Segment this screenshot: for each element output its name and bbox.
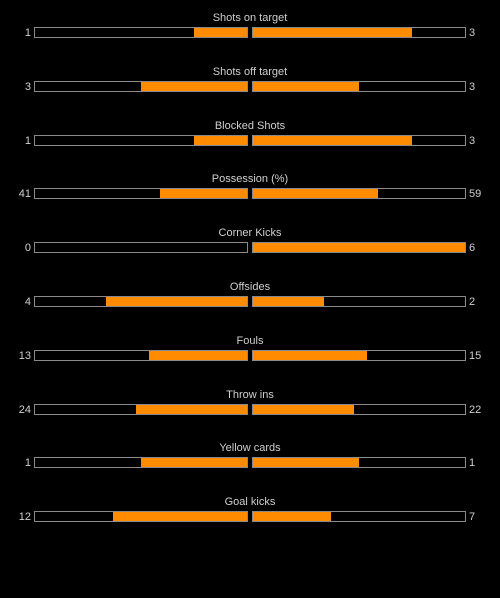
away-value: 3 <box>469 134 476 147</box>
away-bar <box>252 511 466 523</box>
home-bar-fill <box>148 350 247 360</box>
away-bar-fill <box>253 28 412 37</box>
away-bar-fill <box>253 135 412 145</box>
stat-label: Goal kicks <box>224 496 276 509</box>
home-value: 13 <box>18 349 31 362</box>
home-value: 0 <box>24 242 31 255</box>
away-value: 1 <box>469 457 476 470</box>
home-bar <box>34 27 248 38</box>
home-bar <box>34 511 248 523</box>
home-value: 41 <box>18 188 31 201</box>
home-bar <box>34 349 248 361</box>
home-bar-fill <box>194 135 247 145</box>
away-value: 3 <box>469 80 476 93</box>
away-bar <box>252 242 466 254</box>
home-bar-fill <box>141 81 247 91</box>
stat-row-blocked-shots: Blocked Shots 1 3 <box>0 113 500 153</box>
home-bar-fill <box>113 512 247 522</box>
away-bar <box>252 188 466 200</box>
stat-label: Yellow cards <box>219 442 281 455</box>
stat-label: Offsides <box>229 281 271 293</box>
away-bar-fill <box>253 458 359 468</box>
stat-row-goal-kicks: Goal kicks 12 7 <box>0 489 500 529</box>
home-value: 1 <box>24 134 31 147</box>
stat-row-fouls: Fouls 13 15 <box>0 328 500 368</box>
home-bar <box>34 188 248 200</box>
away-bar <box>252 296 466 307</box>
away-value: 7 <box>469 511 476 524</box>
away-bar-fill <box>253 243 465 253</box>
home-value: 24 <box>18 403 31 416</box>
away-value: 3 <box>469 27 476 39</box>
home-bar <box>34 457 248 469</box>
away-value: 15 <box>469 349 482 362</box>
home-bar-fill <box>160 189 247 199</box>
home-bar <box>34 134 248 146</box>
stat-row-throw-ins: Throw ins 24 22 <box>0 382 500 422</box>
away-bar-fill <box>253 297 324 306</box>
stat-label: Blocked Shots <box>214 119 286 132</box>
home-value: 12 <box>18 511 31 524</box>
home-bar <box>34 242 248 254</box>
away-bar <box>252 457 466 469</box>
stat-label: Corner Kicks <box>218 227 282 240</box>
stat-label: Fouls <box>236 334 264 347</box>
away-value: 6 <box>469 242 476 255</box>
stat-label: Shots off target <box>212 65 288 78</box>
away-value: 2 <box>469 296 476 308</box>
stat-label: Shots on target <box>212 12 288 24</box>
away-bar-fill <box>253 404 355 414</box>
home-value: 4 <box>24 296 31 308</box>
home-bar-fill <box>141 458 247 468</box>
away-value: 22 <box>469 403 482 416</box>
away-bar <box>252 349 466 361</box>
away-value: 59 <box>469 188 482 201</box>
away-bar-fill <box>253 81 359 91</box>
stat-row-offsides: Offsides 4 2 <box>0 274 500 314</box>
home-bar <box>34 80 248 92</box>
stat-row-yellow-cards: Yellow cards 1 1 <box>0 435 500 475</box>
home-bar-fill <box>194 28 247 37</box>
stat-row-shots-on-target: Shots on target 1 3 <box>0 5 500 45</box>
home-value: 1 <box>24 27 31 39</box>
stat-row-shots-off-target: Shots off target 3 3 <box>0 59 500 99</box>
home-bar <box>34 296 248 307</box>
home-bar-fill <box>105 297 247 306</box>
away-bar <box>252 80 466 92</box>
home-bar <box>34 403 248 415</box>
home-value: 1 <box>24 457 31 470</box>
stat-label: Throw ins <box>226 388 274 401</box>
away-bar <box>252 134 466 146</box>
away-bar-fill <box>253 189 379 199</box>
away-bar-fill <box>253 512 332 522</box>
stat-row-possession: Possession (%) 41 59 <box>0 166 500 206</box>
stat-label: Possession (%) <box>211 173 289 186</box>
away-bar <box>252 403 466 415</box>
home-value: 3 <box>24 80 31 93</box>
home-bar-fill <box>136 404 247 414</box>
away-bar <box>252 27 466 38</box>
stat-row-corner-kicks: Corner Kicks 0 6 <box>0 220 500 260</box>
away-bar-fill <box>253 350 367 360</box>
